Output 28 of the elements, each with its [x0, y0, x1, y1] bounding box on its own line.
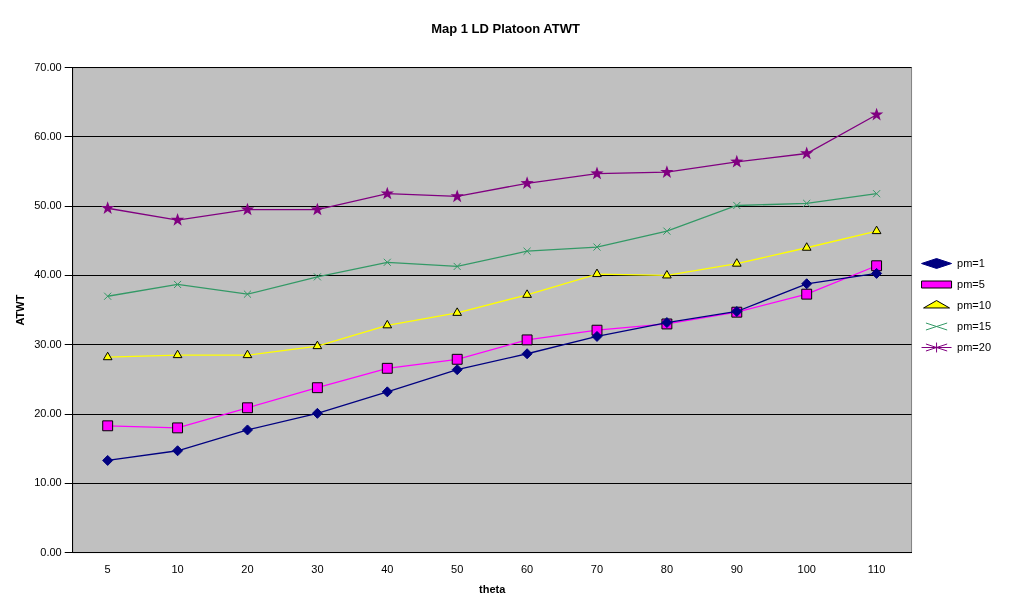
- x-tick-label: 100: [797, 563, 816, 576]
- y-tick-label: 40.00: [34, 268, 62, 281]
- y-tick-label: 70.00: [34, 60, 62, 73]
- x-tick-label: 50: [451, 563, 464, 576]
- x-tick-label: 110: [867, 563, 886, 576]
- legend-label: pm=20: [957, 340, 992, 353]
- legend-label: pm=10: [957, 298, 992, 311]
- x-tick-label: 70: [590, 563, 604, 576]
- x-tick-label: 90: [730, 563, 743, 576]
- legend-label: pm=15: [957, 319, 992, 332]
- y-tick-label: 30.00: [34, 337, 62, 350]
- legend-label: pm=1: [957, 256, 985, 269]
- y-tick-label: 20.00: [34, 407, 62, 420]
- x-tick-label: 80: [660, 563, 674, 576]
- x-tick-label: 20: [241, 563, 254, 576]
- x-axis-title: theta: [479, 583, 507, 596]
- y-tick-label: 50.00: [34, 199, 62, 212]
- x-tick-label: 10: [171, 563, 184, 576]
- y-tick-label: 60.00: [34, 129, 62, 142]
- x-tick-label: 5: [104, 563, 111, 576]
- y-tick-label: 0.00: [40, 545, 62, 558]
- x-tick-label: 40: [381, 563, 394, 576]
- x-tick-label: 60: [520, 563, 534, 576]
- legend-label: pm=5: [957, 277, 985, 290]
- y-axis-title: ATWT: [13, 294, 26, 326]
- chart-title: Map 1 LD Platoon ATWT: [431, 21, 580, 37]
- y-tick-label: 10.00: [34, 476, 62, 489]
- x-tick-label: 30: [311, 563, 324, 576]
